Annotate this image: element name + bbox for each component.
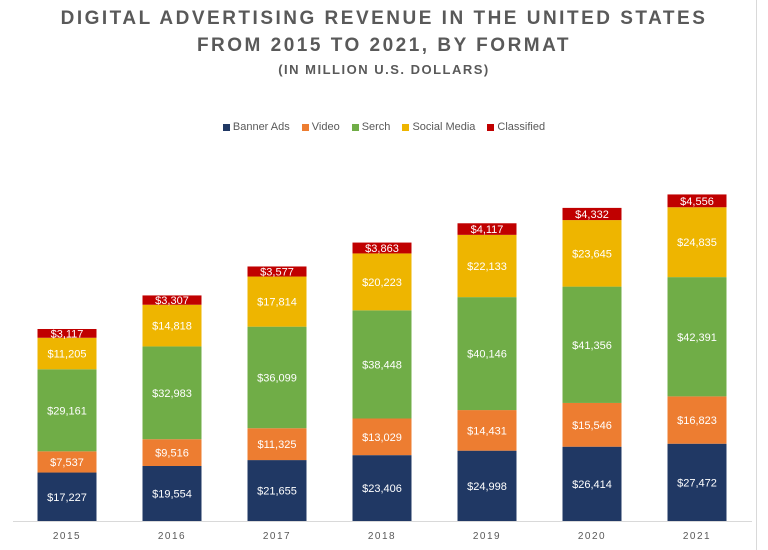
data-label: $3,863: [365, 243, 399, 255]
bar-segment: [457, 297, 517, 411]
bar-segment: [667, 207, 727, 278]
data-label: $21,655: [257, 486, 297, 498]
data-label: $24,835: [677, 237, 717, 249]
bar-segment: [667, 277, 727, 397]
data-label: $15,546: [572, 420, 612, 432]
data-label: $14,431: [467, 425, 507, 437]
bar-segment: [37, 328, 97, 338]
bar-segment: [37, 337, 97, 370]
legend-swatch: [487, 123, 495, 131]
bar-segment: [562, 446, 622, 521]
data-label: $40,146: [467, 349, 507, 361]
data-label: $4,556: [680, 196, 714, 208]
legend-item: Video: [301, 121, 340, 133]
bar-segment: [562, 402, 622, 447]
legend-swatch: [222, 123, 230, 131]
data-label: $17,227: [47, 492, 87, 504]
bar-segment: [247, 326, 307, 429]
data-label: $41,356: [572, 340, 612, 352]
bar-segment: [457, 410, 517, 451]
data-label: $16,823: [677, 415, 717, 427]
data-label: $26,414: [572, 479, 612, 491]
legend-item: Social Media: [402, 121, 475, 133]
bar-segment: [352, 310, 412, 419]
data-label: $38,448: [362, 359, 402, 371]
bar-segment: [457, 450, 517, 521]
bar-segment: [142, 465, 202, 521]
bar-segment: [352, 418, 412, 456]
legend: Banner Ads Video Serch Social Media Classifi…: [0, 121, 768, 133]
x-tick-label: 2015: [53, 531, 81, 542]
data-label: $23,645: [572, 248, 612, 260]
legend-item: Serch: [351, 121, 391, 133]
x-tick-label: 2016: [158, 531, 186, 542]
data-label: $11,325: [258, 439, 297, 451]
data-label: $14,818: [152, 321, 192, 333]
x-tick-label: 2019: [473, 531, 501, 542]
data-label: $3,117: [51, 328, 84, 340]
bar-segment: [352, 455, 412, 521]
legend-label: Serch: [361, 121, 391, 133]
bar-segment: [142, 346, 202, 440]
chart-title-line2: FROM 2015 TO 2021, BY FORMAT: [196, 35, 572, 56]
data-label: $24,998: [467, 481, 507, 493]
bar-segment: [667, 194, 727, 208]
data-label: $23,406: [362, 483, 402, 495]
legend-swatch: [351, 123, 359, 131]
bar-segment: [562, 207, 622, 221]
x-tick-label: 2020: [578, 531, 606, 542]
x-tick-label: 2021: [683, 531, 711, 542]
data-label: $42,391: [677, 332, 717, 344]
bar-segment: [562, 286, 622, 403]
bar-segment: [457, 223, 517, 235]
bar-segment: [247, 460, 307, 521]
bar-segment: [142, 439, 202, 466]
bar-segment: [562, 220, 622, 287]
bar-segment: [37, 451, 97, 473]
bar-segment: [247, 428, 307, 461]
data-label: $36,099: [257, 372, 297, 384]
legend-item: Banner Ads: [222, 121, 290, 133]
legend-item: Classified: [487, 121, 545, 133]
data-label: $3,577: [260, 267, 294, 279]
data-label: $17,814: [257, 297, 297, 309]
data-label: $20,223: [362, 277, 402, 289]
bar-segment: [37, 472, 97, 521]
legend-label: Classified: [497, 121, 546, 133]
legend-swatch: [301, 123, 309, 131]
chart-title: DIGITAL ADVERTISING REVENUE IN THE UNITE…: [60, 8, 708, 29]
x-tick-label: 2017: [263, 531, 291, 542]
bar-segment: [352, 242, 412, 254]
data-label: $13,029: [362, 432, 402, 444]
legend-label: Social Media: [412, 121, 476, 133]
data-label: $19,554: [152, 488, 192, 500]
data-label: $27,472: [677, 477, 717, 489]
data-label: $32,983: [152, 388, 192, 400]
bar-segment: [457, 234, 517, 298]
data-label: $22,133: [467, 261, 507, 273]
bar-segment: [37, 369, 97, 452]
data-label: $11,205: [48, 349, 87, 361]
legend-label: Video: [311, 121, 340, 133]
legend-label: Banner Ads: [232, 121, 290, 133]
data-label: $4,117: [471, 224, 504, 236]
chart-subtitle: (IN MILLION U.S. DOLLARS): [278, 62, 490, 77]
bar-segment: [667, 443, 727, 521]
data-label: $4,332: [575, 209, 609, 221]
x-tick-label: 2018: [368, 531, 396, 542]
bar-segment: [247, 266, 307, 277]
data-label: $3,307: [155, 295, 189, 307]
legend-swatch: [402, 123, 410, 131]
chart-border: [756, 0, 757, 550]
bar-segment: [667, 396, 727, 444]
bar-segment: [142, 295, 202, 305]
data-label: $9,516: [155, 448, 189, 460]
bar-segment: [142, 304, 202, 347]
data-label: $29,161: [47, 405, 87, 417]
bar-segment: [247, 276, 307, 327]
data-label: $7,537: [50, 457, 84, 469]
bar-segment: [352, 253, 412, 311]
